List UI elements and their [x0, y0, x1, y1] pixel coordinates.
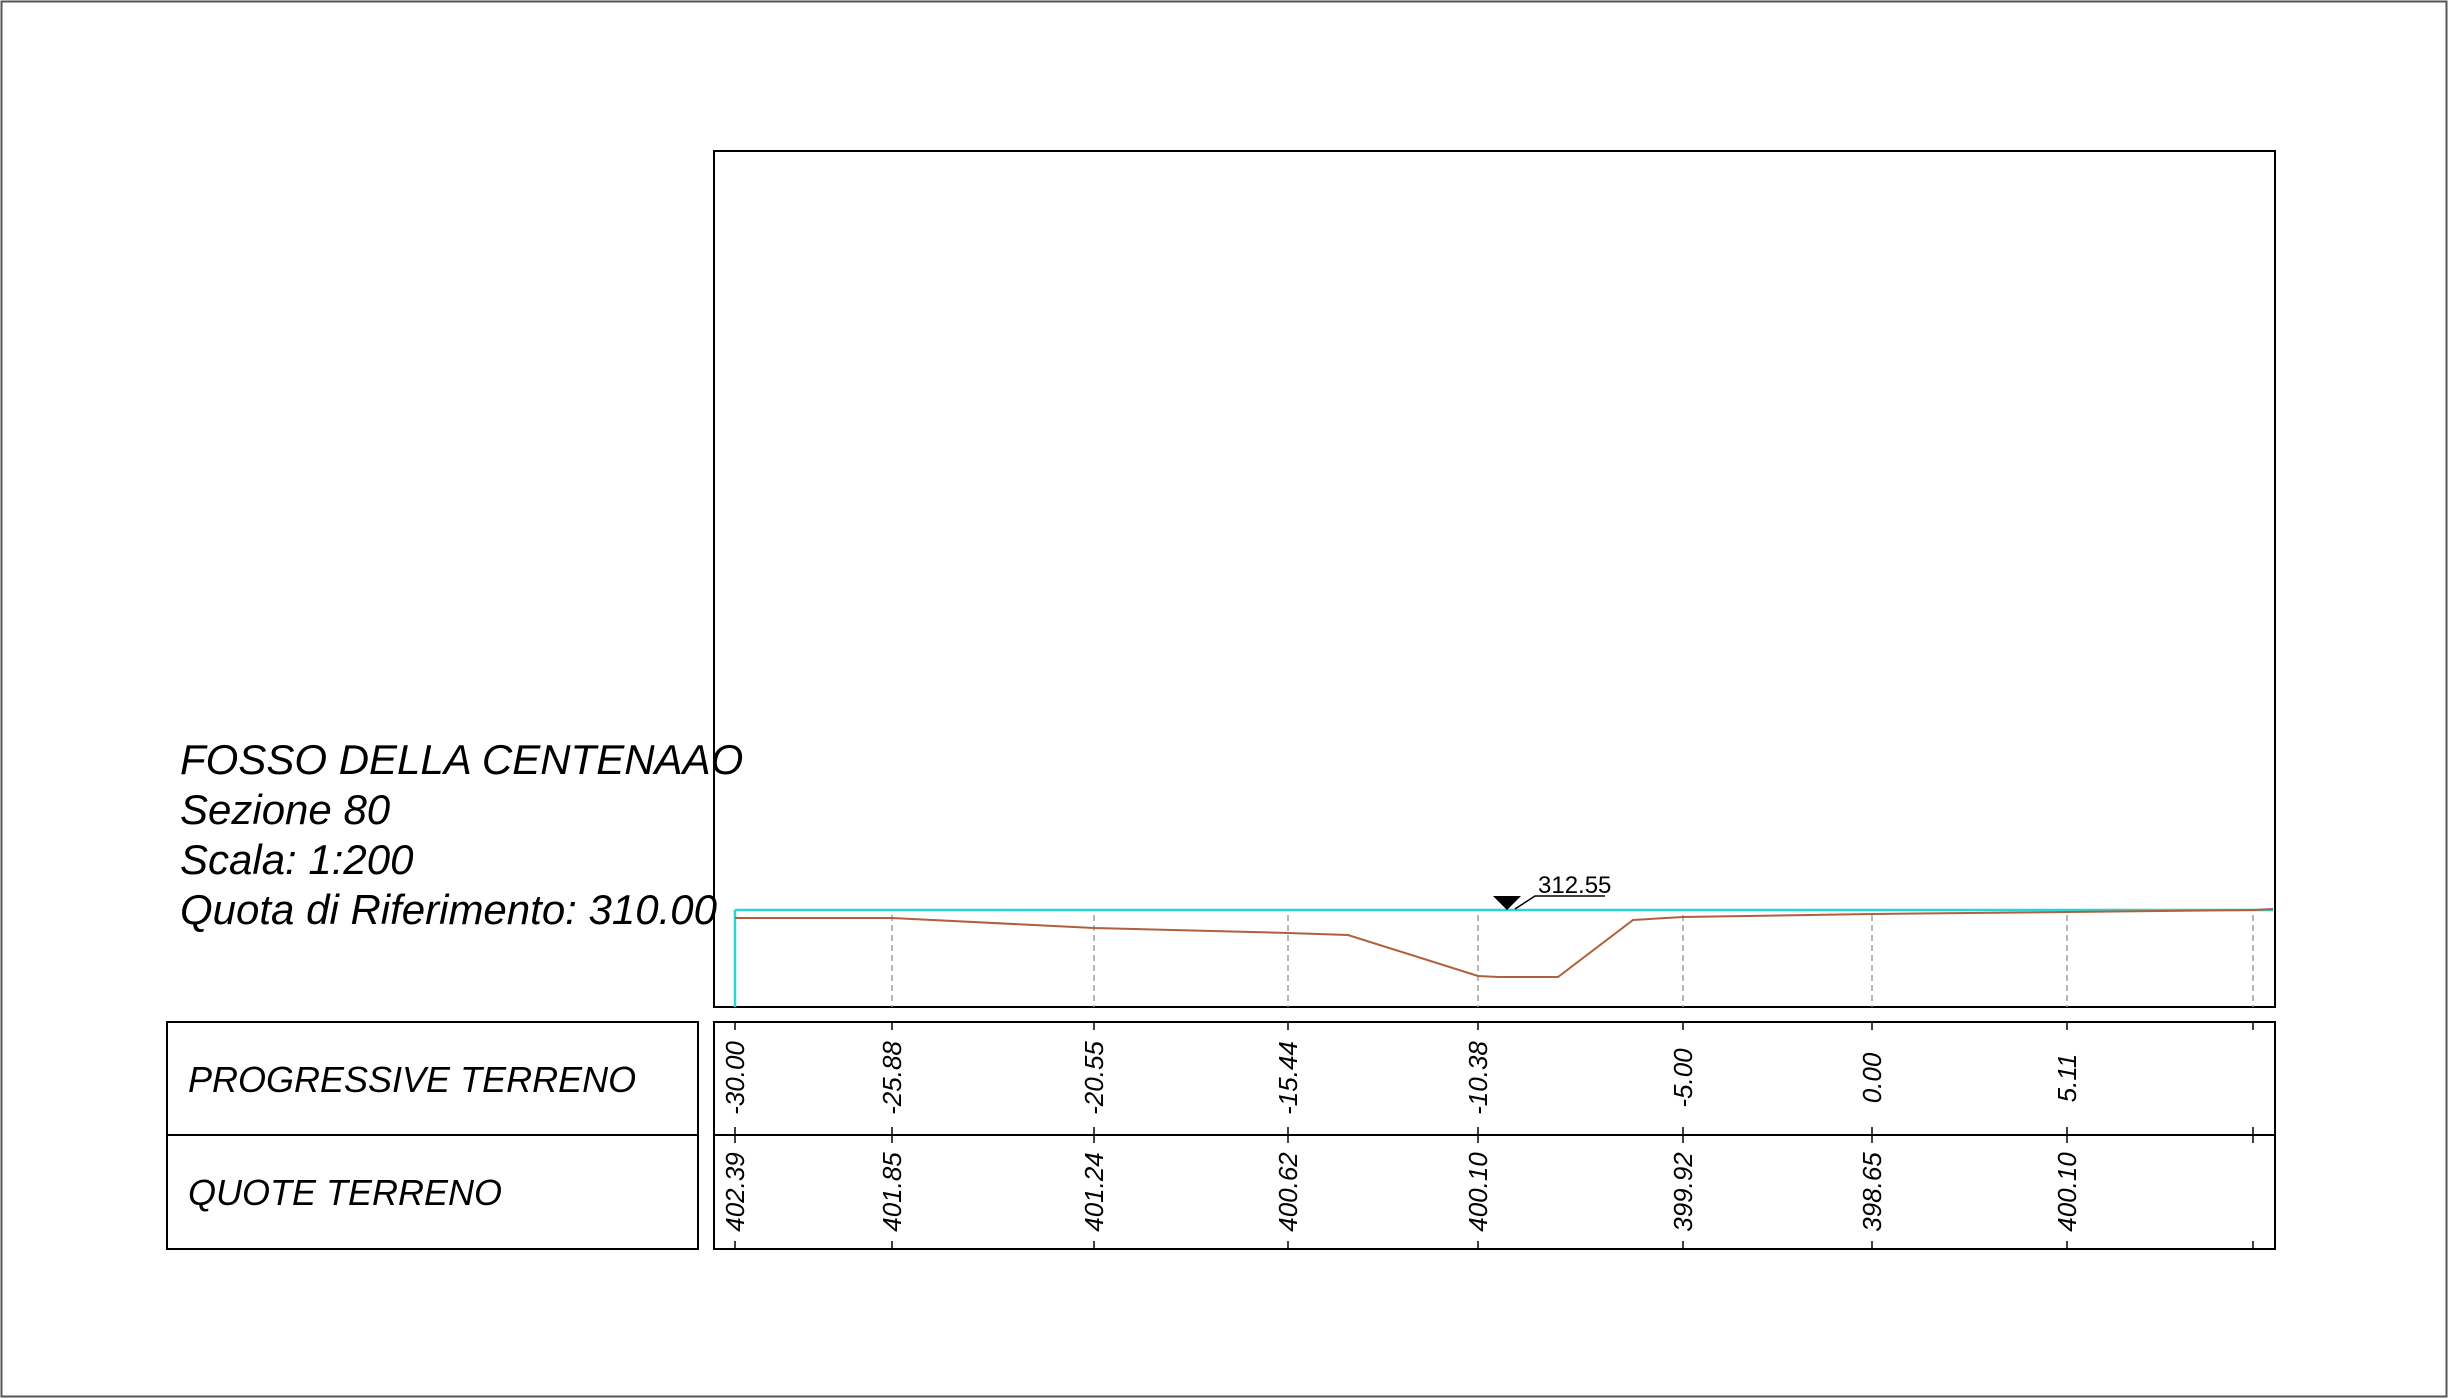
progressive-values: -30.00 -25.88 -20.55 -15.44 -10.38 -5.00 0.00 5…: [720, 1041, 2082, 1115]
water-level: 312.55: [733, 872, 2273, 1007]
progressive-value: -15.44: [1273, 1041, 1303, 1115]
quota-value: 400.10: [2052, 1152, 2082, 1232]
quota-value: 402.39: [720, 1152, 750, 1232]
progressive-value: -30.00: [720, 1041, 750, 1115]
quota-value: 401.85: [877, 1152, 907, 1232]
water-level-label: 312.55: [1538, 872, 1611, 899]
quota-value: 400.10: [1463, 1152, 1493, 1232]
table-ticks: [734, 1022, 2254, 1249]
row-header-quote: QUOTE TERRENO: [188, 1172, 502, 1213]
water-level-leader: [1514, 895, 1605, 910]
quota-values: 402.39 401.85 401.24 400.62 400.10 399.92 398.…: [720, 1152, 2082, 1232]
title-river-name: FOSSO DELLA CENTENAAO: [180, 736, 743, 783]
quota-value: 398.65: [1857, 1152, 1887, 1232]
quota-value: 401.24: [1079, 1152, 1109, 1232]
title-block: FOSSO DELLA CENTENAAO Sezione 80 Scala: …: [180, 736, 743, 933]
quota-value: 400.62: [1273, 1152, 1303, 1232]
progressive-value: 5.11: [2052, 1054, 2082, 1103]
terrain-profile: [735, 908, 2274, 978]
section-frame: [713, 150, 2276, 1008]
progressive-value: -20.55: [1079, 1041, 1109, 1115]
water-level-triangle-icon: [1493, 896, 1521, 910]
progressive-value: -5.00: [1668, 1048, 1698, 1108]
progressive-value: 0.00: [1857, 1052, 1887, 1103]
title-scale: Scala: 1:200: [180, 836, 414, 883]
row-header-progressive: PROGRESSIVE TERRENO: [188, 1059, 636, 1100]
table-values: -30.00 -25.88 -20.55 -15.44 -10.38 -5.00 0.00 5…: [713, 1021, 2276, 1250]
quota-value: 399.92: [1668, 1152, 1698, 1232]
table-headers: PROGRESSIVE TERRENO QUOTE TERRENO: [166, 1021, 699, 1250]
station-guides: [734, 915, 2254, 1007]
title-section-number: Sezione 80: [180, 786, 391, 833]
title-reference-elevation: Quota di Riferimento: 310.00: [180, 886, 718, 933]
progressive-value: -25.88: [877, 1041, 907, 1115]
progressive-value: -10.38: [1463, 1041, 1493, 1115]
